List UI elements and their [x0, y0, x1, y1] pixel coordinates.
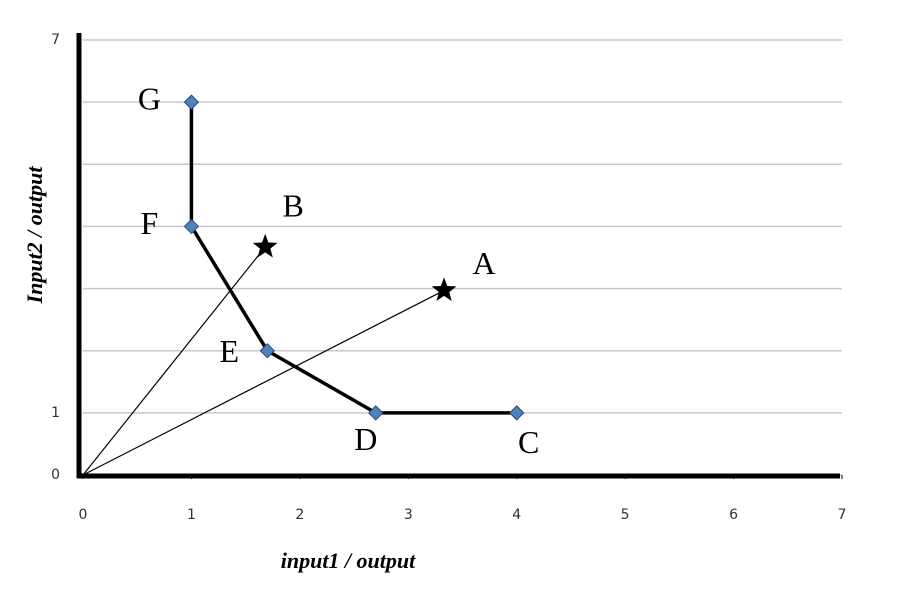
x-tick-label: 5 — [621, 507, 630, 523]
point-label: D — [354, 421, 377, 457]
x-tick-label: 6 — [729, 507, 738, 523]
x-axis-title: input1 / output — [281, 548, 416, 573]
point-marker — [509, 405, 525, 421]
point-marker — [252, 233, 278, 258]
point-label: C — [518, 424, 539, 460]
frontier-line — [189, 102, 517, 415]
point-label: B — [282, 187, 303, 223]
x-tick-label: 7 — [838, 507, 847, 523]
point-label: E — [220, 333, 240, 369]
y-tick-label: 0 — [51, 467, 60, 483]
point-marker — [183, 94, 200, 110]
point-marker — [368, 405, 384, 421]
y-axis-title: Input2 / output — [22, 166, 47, 305]
x-tick-label: 0 — [79, 507, 88, 523]
x-tick-label: 2 — [295, 507, 304, 523]
point-marker — [431, 277, 457, 301]
y-tick-label: 7 — [51, 32, 60, 48]
y-tick-label: 1 — [51, 405, 60, 421]
point-marker — [183, 218, 200, 235]
x-tick-label: 4 — [512, 507, 521, 523]
ray — [82, 246, 266, 476]
point-label: F — [141, 205, 159, 241]
ray — [82, 289, 445, 476]
point-label: A — [473, 245, 496, 281]
point-label: G — [138, 80, 161, 116]
x-tick-label: 3 — [404, 507, 413, 523]
point-marker — [259, 343, 276, 359]
x-tick-label: 1 — [187, 507, 196, 523]
